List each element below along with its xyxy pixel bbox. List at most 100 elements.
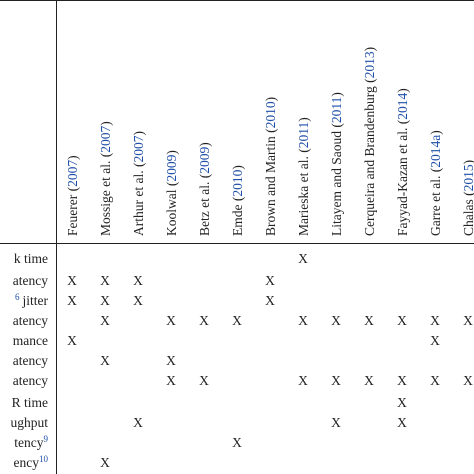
paren: ): [197, 142, 212, 147]
author: Litayem and Saoud (: [329, 123, 344, 236]
label: atency: [13, 353, 48, 368]
cell-mark: X: [463, 313, 473, 328]
author: Arthur et al. (: [131, 162, 146, 236]
label: atency: [13, 373, 48, 388]
paren: ): [263, 97, 278, 102]
cell-mark: X: [199, 373, 209, 388]
column-header: Cerqueira and Brandenburg (2013): [362, 47, 377, 236]
cell-mark: X: [67, 273, 77, 288]
column-header: Mossige et al. (2007): [98, 121, 113, 236]
footnote: 9: [44, 434, 49, 444]
paren: ): [329, 92, 344, 97]
label: mance: [13, 333, 48, 348]
cell-mark: X: [397, 313, 407, 328]
paren: ): [131, 131, 146, 136]
cell-mark: X: [331, 373, 341, 388]
cell-mark: X: [100, 293, 110, 308]
label: jitter: [22, 293, 49, 308]
paren: ): [461, 160, 474, 165]
author: Koolwal (: [164, 181, 179, 236]
paren: ): [65, 155, 80, 160]
paren: ): [296, 117, 311, 122]
year: 2014: [395, 93, 410, 120]
author: Brown and Martin (: [263, 128, 278, 236]
row-label: atency: [13, 313, 48, 328]
cell-mark: X: [397, 415, 407, 430]
column-header: Betz et al. (2009): [197, 142, 212, 236]
year: 2007: [65, 160, 80, 187]
column-header: Litayem and Saoud (2011): [329, 92, 344, 236]
label: atency: [13, 313, 48, 328]
cell-mark: X: [166, 353, 176, 368]
cell-mark: X: [298, 251, 308, 266]
row-label: ughput: [10, 415, 48, 430]
cell-mark: X: [397, 373, 407, 388]
cell-mark: X: [298, 373, 308, 388]
cell-mark: X: [232, 435, 242, 450]
author: Chalas (: [461, 191, 474, 236]
cell-mark: X: [364, 313, 374, 328]
row-label: mance: [13, 333, 48, 348]
cell-mark: X: [166, 313, 176, 328]
paren: ): [395, 88, 410, 93]
cell-mark: X: [100, 273, 110, 288]
row-label: atency: [13, 373, 48, 388]
author: Cerqueira and Brandenburg (: [362, 78, 377, 236]
author: Fayyad-Kazan et al. (: [395, 119, 410, 236]
column-header: Garre et al. (2014a): [428, 130, 443, 236]
row-label: 6 jitter: [15, 292, 48, 308]
paren: ): [428, 130, 443, 135]
label: k time: [14, 251, 48, 266]
cell-mark: X: [133, 293, 143, 308]
cell-mark: X: [67, 333, 77, 348]
cell-mark: X: [100, 313, 110, 328]
cell-mark: X: [199, 313, 209, 328]
column-header: Koolwal (2009): [164, 150, 179, 236]
paren: ): [164, 150, 179, 155]
row-label: ency10: [14, 454, 49, 470]
author: Feuerer (: [65, 186, 80, 236]
author: Betz et al. (: [197, 173, 212, 236]
author: Garre et al. (: [428, 167, 443, 236]
row-label: R time: [12, 395, 48, 410]
label: ency: [14, 455, 40, 470]
column-header: Emde (2010): [230, 165, 245, 236]
year: 2007: [98, 126, 113, 153]
year: 2011: [329, 97, 344, 124]
paren: ): [362, 47, 377, 52]
cell-mark: X: [331, 313, 341, 328]
footnote: 6: [15, 292, 20, 302]
cell-mark: X: [430, 373, 440, 388]
row-label: atency: [13, 353, 48, 368]
label: ughput: [10, 415, 48, 430]
author: Mossige et al. (: [98, 152, 113, 236]
cell-mark: X: [166, 373, 176, 388]
cell-mark: X: [364, 373, 374, 388]
cell-mark: X: [133, 273, 143, 288]
column-header: Marieska et al. (2011): [296, 117, 311, 236]
cell-mark: X: [430, 313, 440, 328]
cell-mark: X: [67, 293, 77, 308]
column-header: Brown and Martin (2010): [263, 97, 278, 236]
author: Marieska et al. (: [296, 148, 311, 236]
column-header: Chalas (2015): [461, 160, 474, 236]
label: R time: [12, 395, 48, 410]
cell-mark: X: [133, 415, 143, 430]
year: 2010: [263, 101, 278, 128]
column-header: Fayyad-Kazan et al. (2014): [395, 88, 410, 236]
year: 2015: [461, 164, 474, 191]
year: 2009: [197, 147, 212, 174]
paren: ): [98, 121, 113, 126]
year: 2010: [230, 169, 245, 196]
row-label: k time: [14, 251, 48, 266]
column-header: Arthur et al. (2007): [131, 131, 146, 236]
paren: ): [230, 165, 245, 170]
cell-mark: X: [100, 353, 110, 368]
year: 2014a: [428, 135, 443, 168]
column-header: Feuerer (2007): [65, 155, 80, 236]
cell-mark: X: [331, 415, 341, 430]
label: tency: [14, 435, 43, 450]
label: atency: [13, 273, 48, 288]
year: 2007: [131, 135, 146, 162]
